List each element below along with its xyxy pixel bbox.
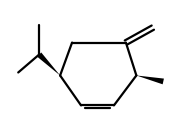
- Polygon shape: [136, 76, 164, 84]
- Polygon shape: [37, 53, 60, 76]
